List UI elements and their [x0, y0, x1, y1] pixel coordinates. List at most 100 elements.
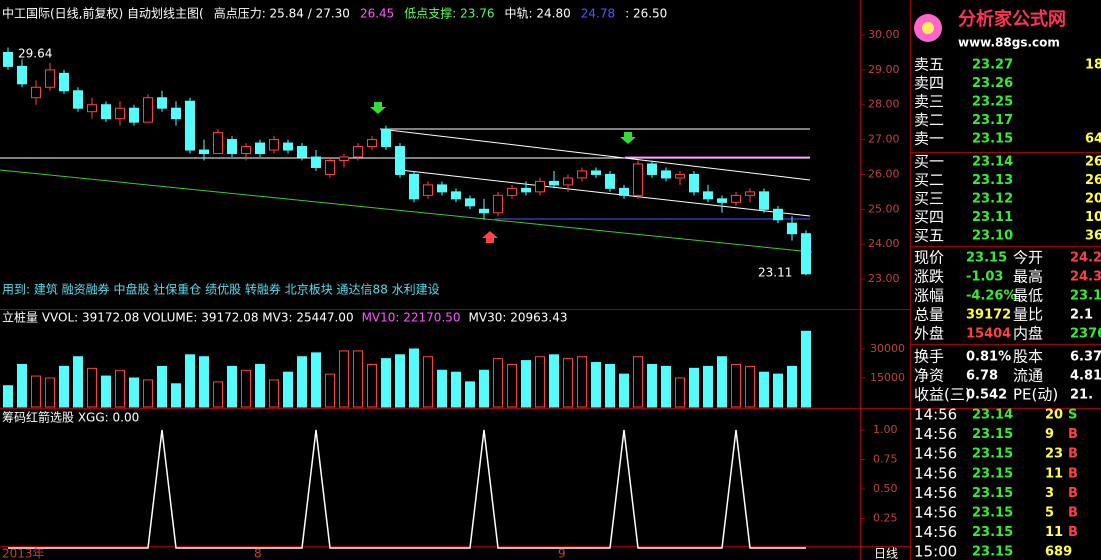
quote-value: 0.542 [966, 388, 1007, 403]
price: 23.27 [972, 58, 1013, 73]
quote-value: 0.81% [966, 350, 1011, 365]
label: 卖一 [914, 130, 944, 148]
quote-label: 换手 [914, 348, 944, 366]
candle-body [605, 173, 615, 189]
volume-bar [199, 356, 209, 408]
volume: 11 [1045, 466, 1063, 481]
volume: 689 [1045, 545, 1072, 560]
header-segment: 24.78 [581, 7, 615, 21]
label: 卖二 [914, 111, 944, 129]
volume-bar [143, 379, 153, 408]
quote-label: PE(动) [1013, 386, 1058, 404]
quote-value: 21. [1070, 388, 1093, 403]
volume-bar [619, 373, 629, 408]
candle-body [409, 173, 419, 200]
y-tick-label: 1.00 [873, 423, 898, 436]
candle-body [269, 139, 279, 151]
volume-bar [297, 356, 307, 408]
price: 23.25 [972, 95, 1013, 110]
label: 14:56 [914, 445, 957, 463]
volume: 26 [1085, 173, 1101, 188]
label: 买四 [914, 208, 944, 226]
label: 14:56 [914, 523, 957, 541]
volume-bar [647, 363, 657, 408]
quote-value: 23.1 [1070, 289, 1101, 304]
candle-body [549, 180, 559, 186]
volume-bar [3, 385, 13, 408]
volume-bar [311, 352, 321, 408]
label: 卖三 [914, 93, 944, 111]
quote-value: -1.03 [966, 270, 1003, 285]
candle-body [227, 139, 237, 155]
candle-body [3, 51, 13, 67]
volume-bar [521, 360, 531, 408]
volume-header: MV10: 22170.50 [362, 311, 461, 325]
logo-url: www.88gs.com [958, 36, 1060, 50]
candle-body [283, 142, 293, 151]
volume-bar [479, 369, 489, 408]
volume-bar [115, 369, 125, 408]
volume-bar [493, 358, 503, 408]
quote-label: 涨幅 [914, 287, 944, 305]
signal-arrows [370, 102, 636, 243]
y-tick-label: 30000 [870, 342, 905, 355]
candle-body [45, 69, 55, 88]
flag: B [1068, 427, 1078, 442]
volume-bar [227, 365, 237, 408]
label: 买三 [914, 190, 944, 208]
header-segment: 中轨: 24.80 [505, 6, 571, 21]
volume: 10 [1085, 210, 1101, 225]
header-segment: 中工国际(日线,前复权) 自动划线主图( [2, 6, 204, 21]
candle-body [157, 97, 167, 109]
candle-body [661, 170, 671, 179]
volume-bar [45, 377, 55, 408]
volume: 9 [1045, 427, 1054, 442]
price: 23.15 [972, 486, 1013, 501]
volume-bar [731, 363, 741, 408]
candle-body [213, 132, 223, 155]
flag: B [1068, 525, 1078, 540]
price: 23.15 [972, 506, 1013, 521]
volume-bar [787, 365, 797, 408]
price: 23.13 [972, 173, 1013, 188]
quote-label: 今开 [1013, 249, 1043, 267]
flag: B [1068, 447, 1078, 462]
volume-bar [269, 379, 279, 408]
xgg-line [8, 429, 806, 549]
price: 23.15 [972, 545, 1013, 560]
volume-bar [339, 350, 349, 408]
volume-bar [395, 354, 405, 408]
volume-bar [213, 381, 223, 408]
volume-bar [703, 365, 713, 408]
quote-value: 23.15 [966, 251, 1007, 266]
candle-body [465, 198, 475, 207]
tag-line: 用到: 建筑 融资融券 中盘股 社保重仓 绩优股 转融券 北京板块 通达信88 … [2, 282, 440, 297]
candle-body [535, 180, 545, 193]
price: 23.15 [972, 132, 1013, 147]
quote-label: 量比 [1013, 306, 1043, 324]
quote-value: 15404 [966, 327, 1011, 342]
volume-bar [507, 363, 517, 408]
x-axis-label: 2013年 [2, 547, 45, 560]
low-label: 23.11 [758, 266, 792, 280]
y-tick-label: 0.25 [873, 512, 898, 525]
volume-bar [381, 358, 391, 408]
y-tick-label: 0.75 [873, 453, 898, 466]
candle-body [479, 208, 489, 214]
flag: B [1068, 506, 1078, 521]
volume-bar [591, 362, 601, 408]
candle-body [619, 187, 629, 196]
volume-bar [661, 365, 671, 408]
y-tick-label: 29.00 [868, 63, 900, 76]
quote-label: 外盘 [914, 325, 944, 343]
volume: 20 [1085, 192, 1101, 207]
header-segment: : 26.50 [625, 7, 667, 21]
volume: 64 [1085, 132, 1101, 147]
price: 23.15 [972, 466, 1013, 481]
volume-bar [717, 356, 727, 408]
y-tick-label: 25.00 [868, 202, 900, 215]
candle-body [143, 97, 153, 123]
label: 买五 [914, 227, 944, 245]
volume-bar [577, 356, 587, 408]
candle-body [395, 146, 405, 175]
